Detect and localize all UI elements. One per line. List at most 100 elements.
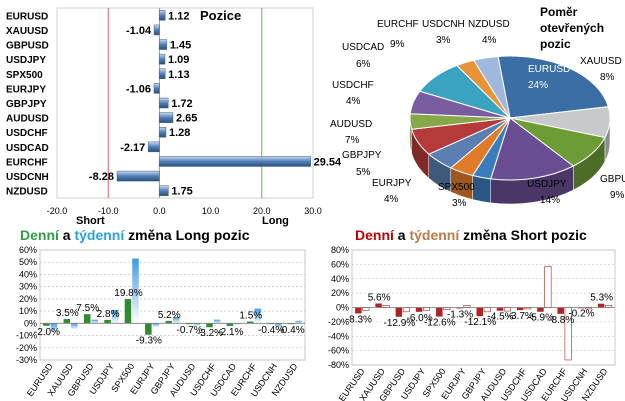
daily-bar-xauusd	[63, 319, 71, 324]
data-label-audusd: -4.5%	[487, 312, 513, 323]
pie-label-spx500: SPX500	[438, 182, 475, 193]
bar-gbpusd	[159, 39, 168, 50]
pie-value-gbpjpy: 5%	[356, 167, 371, 178]
pie-value-usdcad: 6%	[356, 59, 371, 70]
title-part: a	[394, 227, 410, 243]
weekly-bar-gbpusd	[402, 307, 410, 313]
data-label-usdchf: -3.7%	[508, 311, 534, 322]
pie-label-audusd: AUDUSD	[330, 119, 372, 130]
data-label-usdcad: -5.9%	[528, 313, 554, 324]
title-part: týdenní	[74, 227, 125, 243]
y-tick-label: -10%	[16, 331, 37, 341]
data-label-xauusd: 3.5%	[56, 308, 79, 319]
weekly-bar-audusd	[193, 323, 200, 326]
daily-bar-gbpjpy	[476, 307, 483, 317]
bar-eurjpy	[153, 83, 160, 94]
daily-bar-usdchf	[516, 307, 524, 311]
data-label-eurusd: -2.0%	[34, 327, 60, 338]
data-label-usdcad: -2.1%	[217, 327, 243, 338]
bar-usdcnh	[116, 170, 160, 182]
short-change-chart: -80%-60%-40%-20%0%20%40%60%80%-8.3%EURUS…	[328, 227, 616, 401]
positions-chart: EURUSD 1.12 XAUUSD -1.04 GBPUSD 1.45 USDJPY 1.0…	[6, 7, 342, 227]
y-tick-label: 30%	[19, 282, 37, 292]
pie-label-usdcad: USDCAD	[342, 42, 384, 53]
value-label-usdcad: -2.17	[120, 142, 145, 154]
pie-value-gbpusd: 9%	[610, 190, 625, 201]
title-part: změna Long pozic	[124, 227, 249, 243]
data-label-nzdusd: 5.3%	[590, 293, 613, 304]
bar-usdjpy	[159, 53, 166, 65]
weekly-bar-usdjpy	[423, 307, 431, 311]
category-label-gbpusd: GBPUSD	[6, 41, 49, 52]
category-label-gbpjpy: GBPJPY	[6, 99, 47, 110]
data-label-usdjpy: -6.0%	[407, 313, 433, 324]
value-label-usdchf: 1.28	[169, 127, 190, 139]
category-label-eurusd: EURUSD	[6, 11, 48, 22]
y-tick-label: -20%	[328, 317, 349, 327]
title-part: a	[59, 227, 75, 243]
weekly-bar-usdjpy	[111, 309, 119, 324]
pie-value-audusd: 7%	[345, 135, 360, 146]
daily-bar-gbpusd	[83, 314, 91, 324]
data-label-gbpusd: -12.9%	[383, 318, 415, 329]
pie-label-eurchf: EURCHF	[377, 19, 419, 30]
pie-value-eurjpy: 4%	[384, 194, 399, 205]
positions-title: Pozice	[200, 8, 241, 23]
pie-label-gbpjpy: GBPJPY	[342, 150, 382, 161]
pie-value-spx500: 3%	[452, 198, 467, 209]
y-tick-label: -30%	[16, 355, 37, 365]
value-label-nzdusd: 1.75	[171, 186, 192, 198]
daily-bar-spx500	[436, 307, 443, 317]
weekly-bar-nzdusd	[295, 320, 302, 324]
value-label-gbpjpy: 1.72	[171, 98, 192, 110]
y-tick-label: -20%	[16, 343, 37, 353]
daily-bar-usdjpy	[415, 307, 423, 312]
y-tick-label: 50%	[19, 257, 37, 267]
weekly-bar-spx500	[132, 258, 139, 324]
category-label-nzdusd: NZDUSD	[6, 187, 48, 198]
value-label-gbpusd: 1.45	[170, 40, 191, 52]
daily-bar-usdchf	[206, 323, 213, 328]
daily-bar-gbpusd	[395, 307, 403, 317]
y-tick-label: 40%	[19, 269, 37, 279]
daily-bar-eurjpy	[456, 307, 463, 309]
category-label-usdcnh: USDCNH	[6, 172, 49, 183]
y-tick-label: 10%	[19, 306, 37, 316]
x-tick-label: 30.0	[304, 206, 322, 216]
data-label-usdcnh: -0.4%	[258, 325, 284, 336]
data-label-xauusd: 5.6%	[368, 292, 391, 303]
bar-nzdusd	[159, 185, 169, 196]
y-tick-label: -60%	[328, 346, 349, 356]
data-label-spx500: -12.6%	[424, 318, 456, 329]
category-label-usdchf: USDCHF	[6, 128, 48, 139]
pie-label-usdcnh: USDCNH	[422, 19, 465, 30]
pie-label-eurusd: EURUSD	[528, 64, 570, 75]
bar-eurchf	[159, 156, 311, 167]
x-tick-label: 20.0	[253, 206, 271, 216]
pie-value-eurchf: 9%	[390, 39, 405, 50]
weekly-bar-usdcnh	[274, 323, 282, 329]
bar-audusd	[159, 112, 174, 123]
pie-label-xauusd: XAUUSD	[580, 56, 622, 67]
y-tick-label: 60%	[19, 245, 37, 255]
weekly-bar-usdchf	[213, 319, 221, 324]
slice-usdjpy	[490, 117, 575, 181]
value-label-usdjpy: 1.09	[168, 54, 189, 66]
daily-bar-eurusd	[355, 307, 362, 314]
pie-title-line: otevřených	[540, 21, 604, 35]
daily-bar-usdjpy	[104, 319, 111, 324]
daily-bar-usdcad	[537, 307, 544, 312]
bar-xauusd	[153, 24, 160, 36]
data-label-spx500: 19.8%	[114, 288, 142, 299]
category-label-eurjpy: EURJPY	[6, 84, 46, 95]
data-label-nzdusd: -0.4%	[278, 325, 304, 336]
data-label-eurchf: -8.8%	[548, 315, 574, 326]
pie-value-usdchf: 4%	[346, 96, 361, 107]
category-label-usdjpy: USDJPY	[6, 55, 46, 66]
pie-title-line: Poměr	[540, 5, 578, 19]
pie-value-eurusd: 24%	[528, 80, 548, 91]
y-tick-label: 20%	[331, 288, 349, 298]
title-part: změna Short pozic	[459, 227, 587, 243]
pie-label-gbpusd: GBPUSD	[600, 174, 625, 185]
